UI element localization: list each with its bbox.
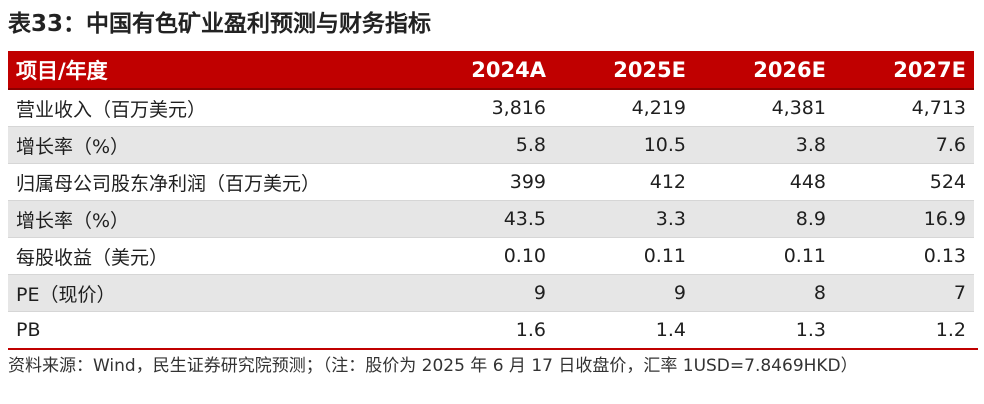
row-label: 增长率（%） [8, 126, 414, 164]
table-row-revenue: 营业收入（百万美元） 3,816 4,219 4,381 4,713 [8, 89, 974, 127]
header-2027e: 2027E [834, 51, 974, 90]
cell-value: 7.6 [834, 126, 974, 164]
cell-value: 4,381 [694, 89, 834, 127]
table-row-revenue-growth: 增长率（%） 5.8 10.5 3.8 7.6 [8, 126, 974, 164]
cell-value: 524 [834, 163, 974, 201]
cell-value: 5.8 [414, 126, 554, 164]
cell-value: 1.2 [834, 311, 974, 349]
cell-value: 8 [694, 274, 834, 312]
cell-value: 0.11 [554, 237, 694, 275]
cell-value: 1.3 [694, 311, 834, 349]
table-row-pb: PB 1.6 1.4 1.3 1.2 [8, 311, 974, 349]
cell-value: 9 [554, 274, 694, 312]
header-2024a: 2024A [414, 51, 554, 90]
cell-value: 399 [414, 163, 554, 201]
row-label: 增长率（%） [8, 200, 414, 238]
cell-value: 9 [414, 274, 554, 312]
table-header-row: 项目/年度 2024A 2025E 2026E 2027E [8, 51, 974, 90]
cell-value: 10.5 [554, 126, 694, 164]
cell-value: 412 [554, 163, 694, 201]
row-label: 归属母公司股东净利润（百万美元） [8, 163, 414, 201]
table-row-pe: PE（现价） 9 9 8 7 [8, 274, 974, 312]
cell-value: 3,816 [414, 89, 554, 127]
header-2025e: 2025E [554, 51, 694, 90]
cell-value: 4,219 [554, 89, 694, 127]
cell-value: 448 [694, 163, 834, 201]
table-row-eps: 每股收益（美元） 0.10 0.11 0.11 0.13 [8, 237, 974, 275]
header-2026e: 2026E [694, 51, 834, 90]
cell-value: 0.10 [414, 237, 554, 275]
row-label: PB [8, 311, 414, 349]
cell-value: 1.6 [414, 311, 554, 349]
row-label: 营业收入（百万美元） [8, 89, 414, 127]
header-item-year: 项目/年度 [8, 51, 414, 90]
cell-value: 0.11 [694, 237, 834, 275]
cell-value: 8.9 [694, 200, 834, 238]
table-row-profit-growth: 增长率（%） 43.5 3.3 8.9 16.9 [8, 200, 974, 238]
cell-value: 1.4 [554, 311, 694, 349]
table-row-net-profit: 归属母公司股东净利润（百万美元） 399 412 448 524 [8, 163, 974, 201]
cell-value: 3.8 [694, 126, 834, 164]
row-label: PE（现价） [8, 274, 414, 312]
row-label: 每股收益（美元） [8, 237, 414, 275]
cell-value: 43.5 [414, 200, 554, 238]
cell-value: 3.3 [554, 200, 694, 238]
table-title: 表33：中国有色矿业盈利预测与财务指标 [8, 11, 432, 37]
source-footnote: 资料来源：Wind，民生证券研究院预测；（注：股价为 2025 年 6 月 17… [8, 348, 978, 382]
financial-forecast-table: 项目/年度 2024A 2025E 2026E 2027E 营业收入（百万美元）… [8, 51, 974, 349]
cell-value: 4,713 [834, 89, 974, 127]
cell-value: 7 [834, 274, 974, 312]
cell-value: 16.9 [834, 200, 974, 238]
cell-value: 0.13 [834, 237, 974, 275]
